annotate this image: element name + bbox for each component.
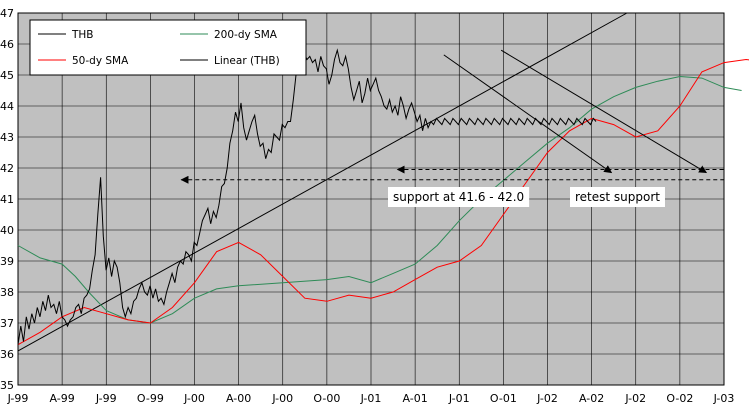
x-tick-label: A-01	[403, 392, 428, 405]
y-tick-label: 42	[0, 162, 14, 175]
annotation-retest-box	[570, 187, 665, 207]
legend-box	[29, 19, 307, 76]
y-tick-label: 43	[0, 131, 14, 144]
x-tick-label: J-01	[448, 392, 470, 405]
channel-lower-line	[443, 54, 613, 174]
series-200dy-sma	[17, 75, 742, 324]
y-tick-label: 39	[0, 255, 14, 268]
y-tick-label: 40	[0, 224, 14, 237]
x-tick-label: O-02	[666, 392, 693, 405]
x-tick-label: J-02	[624, 392, 646, 405]
x-tick-label: A-99	[50, 392, 75, 405]
annotation-support-box	[388, 187, 530, 207]
x-tick-label: O-99	[137, 392, 164, 405]
y-tick-label: 35	[0, 379, 14, 392]
legend-label: 50-dy SMA	[72, 55, 129, 67]
x-tick-label: A-00	[226, 392, 251, 405]
y-tick-label: 44	[0, 100, 14, 113]
x-tick-label: J-99	[95, 392, 117, 405]
x-tick-label: J-00	[271, 392, 293, 405]
channel-upper-line	[500, 49, 708, 174]
axes: 35 36 37 38 39 40 41 42 43 44 45 46 47 J-99 A-99 J-99 O-…	[0, 7, 734, 405]
annotation-support-text: support at 41.6 - 42.0	[393, 190, 524, 204]
y-tick-label: 47	[0, 7, 14, 20]
x-tick-label: J-99	[7, 392, 29, 405]
legend: THB 200-dy SMA 50-dy SMA Linear (THB)	[29, 19, 307, 76]
legend-label: THB	[71, 29, 94, 41]
annotations: support at 41.6 - 42.0 retest support	[180, 49, 724, 207]
x-tick-label: J-02	[536, 392, 558, 405]
linear-trendline	[17, 12, 628, 352]
series-50dy-sma	[17, 58, 749, 346]
legend-label: Linear (THB)	[214, 55, 280, 67]
y-tick-label: 37	[0, 317, 14, 330]
y-tick-label: 45	[0, 69, 14, 82]
annotation-retest: retest support	[570, 187, 665, 207]
annotation-support: support at 41.6 - 42.0	[388, 187, 530, 207]
series-thb	[17, 48, 597, 345]
annotation-retest-text: retest support	[575, 190, 660, 204]
x-tick-label: O-00	[313, 392, 340, 405]
legend-label: 200-dy SMA	[214, 29, 278, 41]
x-tick-label: J-03	[713, 392, 735, 405]
x-tick-label: J-01	[360, 392, 382, 405]
y-tick-label: 38	[0, 286, 14, 299]
y-tick-label: 36	[0, 348, 14, 361]
x-tick-label: A-02	[579, 392, 604, 405]
y-tick-label: 46	[0, 38, 14, 51]
x-tick-label: J-00	[183, 392, 205, 405]
x-tick-label: O-01	[490, 392, 517, 405]
y-tick-label: 41	[0, 193, 14, 206]
series-lines	[17, 12, 749, 352]
